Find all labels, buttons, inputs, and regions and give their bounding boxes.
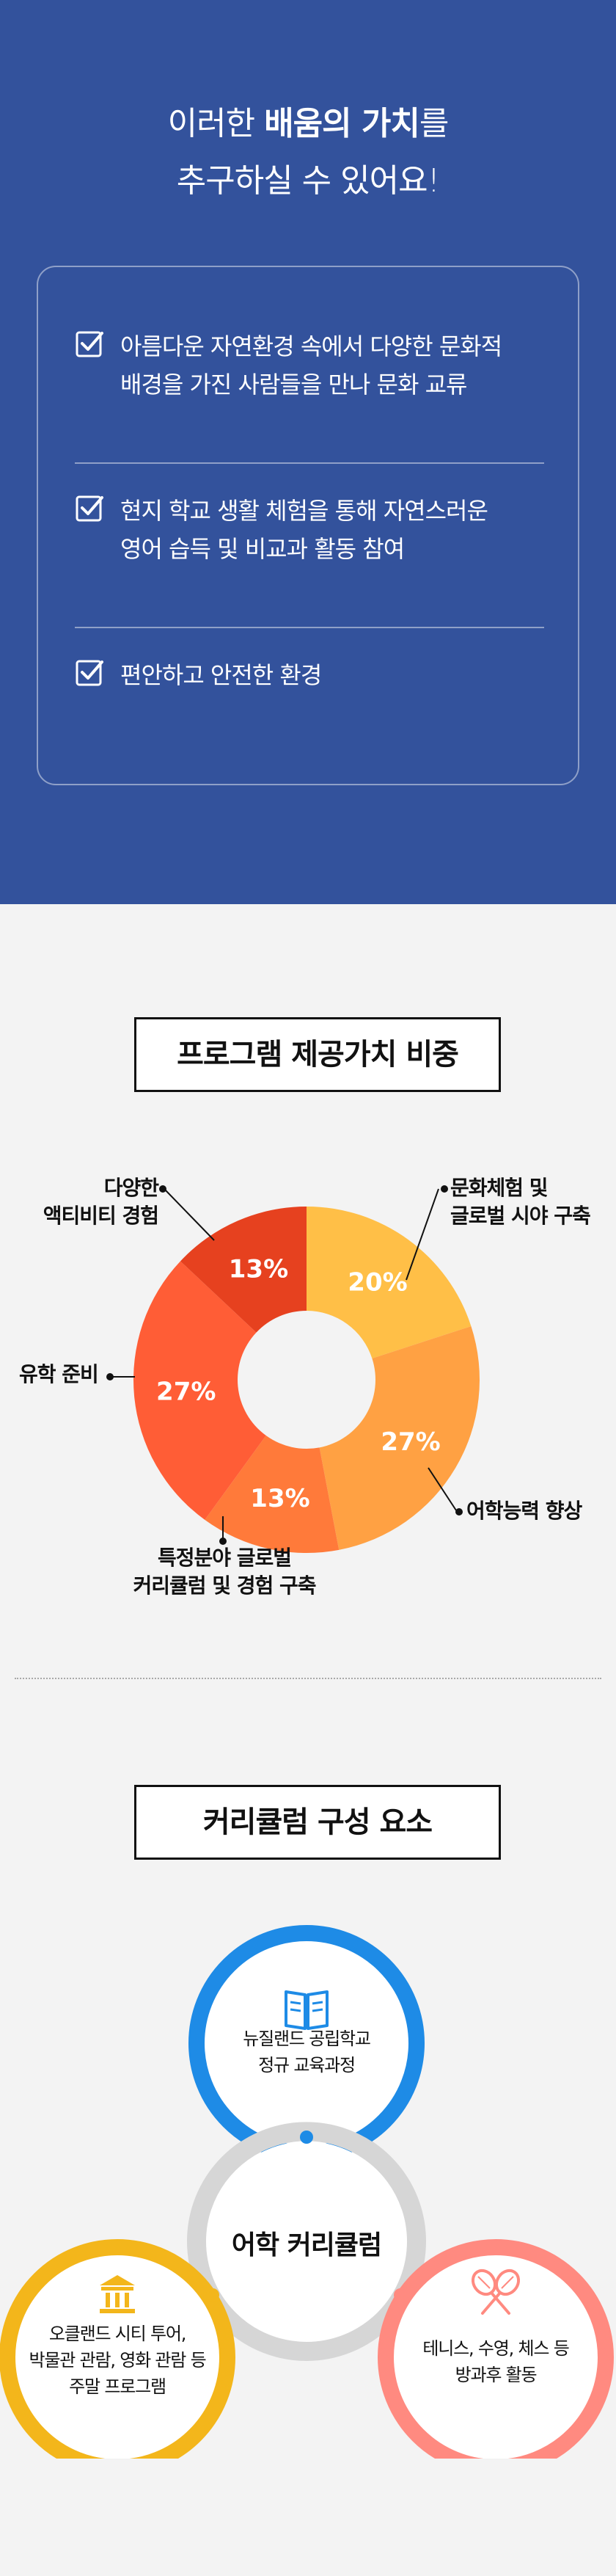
curriculum-diagram — [0, 1925, 614, 2459]
leader-language-dot — [455, 1508, 463, 1516]
chart-label-culture: 문화체험 및 글로벌 시야 구축 — [450, 1176, 591, 1228]
leader-activities-line — [164, 1188, 215, 1241]
right-circle-text: 테니스, 수영, 체스 등 방과후 활동 — [422, 2338, 569, 2385]
left-circle-text: 오클랜드 시티 투어, 박물관 관람, 영화 관람 등 주말 프로그램 — [29, 2324, 207, 2397]
leader-culture-line — [406, 1188, 439, 1281]
chart-heading: 프로그램 제공가치 비중 — [134, 1017, 501, 1092]
donut-value-label-curriculum: 13% — [250, 1484, 309, 1513]
left-connector-dot — [206, 2288, 219, 2302]
values-box: 아름다운 자연환경 속에서 다양한 문화적 배경을 가진 사람들을 만나 문화 … — [37, 266, 579, 785]
checkbox-checked-icon — [76, 495, 103, 522]
donut-value-label-language: 27% — [381, 1427, 440, 1457]
donut-value-label-activities: 13% — [229, 1255, 288, 1284]
chart-label-study-abroad: 유학 준비 — [19, 1362, 99, 1386]
donut-value-label-culture: 20% — [348, 1268, 407, 1298]
donut-slice-language — [319, 1326, 480, 1550]
open-book-icon — [285, 1990, 329, 2030]
value-item-text: 아름다운 자연환경 속에서 다양한 문화적 배경을 가진 사람들을 만나 문화 … — [120, 332, 502, 399]
donut-slice-study-abroad — [133, 1261, 266, 1520]
curriculum-heading: 커리큘럼 구성 요소 — [134, 1785, 501, 1860]
top-connector-dot — [300, 2131, 313, 2144]
values-section: 이러한 배움의 가치를 추구하실 수 있어요! 아름다운 자연환경 속에서 다양… — [0, 0, 616, 904]
chart-label-curriculum: 특정분야 글로벌 커리큘럼 및 경험 구축 — [133, 1546, 316, 1598]
right-connector-dot — [394, 2288, 407, 2302]
leader-language-line — [428, 1467, 457, 1511]
checkbox-checked-icon — [76, 331, 103, 357]
checkbox-checked-icon — [76, 660, 103, 686]
top-circle-text: 뉴질랜드 공립학교 정규 교육과정 — [243, 2029, 371, 2075]
donut-slice-curriculum — [205, 1436, 340, 1553]
core-circle-text: 어학 커리큘럼 — [231, 2230, 382, 2260]
chart-label-activities: 다양한 액티비티 경험 — [43, 1176, 159, 1228]
core-fill — [207, 2142, 406, 2341]
value-divider — [75, 627, 544, 628]
right-ring — [378, 2239, 614, 2459]
values-title-line2: 추구하실 수 있어요! — [176, 162, 440, 200]
value-divider — [75, 462, 544, 464]
museum-icon — [100, 2275, 135, 2313]
leader-curriculum-dot — [219, 1538, 227, 1545]
leader-culture-dot — [441, 1185, 448, 1193]
donut-value-label-study-abroad: 27% — [156, 1378, 216, 1407]
section-divider — [15, 1678, 601, 1679]
value-item-text: 편안하고 안전한 환경 — [120, 661, 322, 689]
leader-study-abroad-dot — [106, 1373, 114, 1380]
values-title-line1: 이러한 배움의 가치를 — [167, 105, 450, 142]
donut-slice-culture — [307, 1207, 472, 1358]
donut-chart: 20% 27% 13% 27% 13% — [106, 1185, 480, 1553]
value-item-text: 현지 학교 생활 체험을 통해 자연스러운 영어 습득 및 비교과 활동 참여 — [120, 497, 488, 563]
leader-activities-dot — [159, 1185, 166, 1193]
tennis-rackets-icon — [471, 2268, 521, 2315]
chart-label-language: 어학능력 향상 — [466, 1499, 582, 1523]
left-ring — [0, 2239, 235, 2459]
